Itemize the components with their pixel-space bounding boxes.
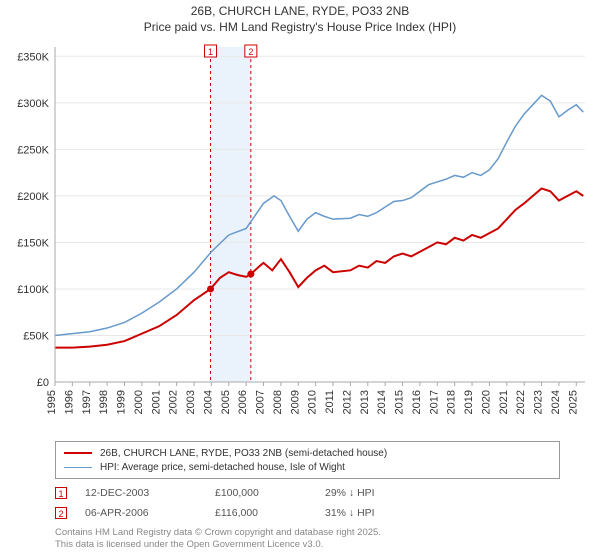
event-delta: 29% ↓ HPI <box>325 487 375 499</box>
event-price: £100,000 <box>215 487 325 499</box>
event-delta: 31% ↓ HPI <box>325 507 375 519</box>
svg-text:2024: 2024 <box>550 390 562 414</box>
event-row: 2 06-APR-2006 £116,000 31% ↓ HPI <box>55 503 560 523</box>
svg-text:1: 1 <box>208 47 213 57</box>
legend-item: 26B, CHURCH LANE, RYDE, PO33 2NB (semi-d… <box>64 446 551 460</box>
svg-text:1999: 1999 <box>116 390 128 414</box>
svg-text:2006: 2006 <box>237 390 249 414</box>
legend-item: HPI: Average price, semi-detached house,… <box>64 460 551 474</box>
svg-text:2007: 2007 <box>255 390 267 414</box>
svg-text:2000: 2000 <box>133 390 145 414</box>
svg-text:£350K: £350K <box>17 51 49 63</box>
svg-text:1997: 1997 <box>81 390 93 414</box>
legend-label: HPI: Average price, semi-detached house,… <box>100 462 345 473</box>
svg-text:2012: 2012 <box>341 390 353 414</box>
event-marker: 1 <box>55 487 67 499</box>
svg-text:2015: 2015 <box>394 390 406 414</box>
chart-svg: £0 £50K £100K £150K £200K £250K £300K £350K 1 2 19… <box>0 37 600 437</box>
svg-text:£300K: £300K <box>17 98 49 110</box>
svg-text:2003: 2003 <box>185 390 197 414</box>
event-marker: 2 <box>55 507 67 519</box>
title-line-1: 26B, CHURCH LANE, RYDE, PO33 2NB <box>0 4 600 20</box>
svg-text:2020: 2020 <box>480 390 492 414</box>
svg-text:2005: 2005 <box>220 390 232 414</box>
title-line-2: Price paid vs. HM Land Registry's House … <box>0 20 600 36</box>
svg-text:2023: 2023 <box>533 390 545 414</box>
svg-text:2009: 2009 <box>289 390 301 414</box>
svg-text:£200K: £200K <box>17 191 49 203</box>
svg-text:£250K: £250K <box>17 145 49 157</box>
svg-text:£100K: £100K <box>17 284 49 296</box>
svg-text:2001: 2001 <box>150 390 162 414</box>
svg-text:1998: 1998 <box>98 390 110 414</box>
footnote-line: Contains HM Land Registry data © Crown c… <box>55 527 560 538</box>
svg-text:2: 2 <box>248 47 253 57</box>
svg-text:2019: 2019 <box>463 390 475 414</box>
legend-label: 26B, CHURCH LANE, RYDE, PO33 2NB (semi-d… <box>100 448 387 459</box>
svg-text:2010: 2010 <box>307 390 319 414</box>
svg-text:2011: 2011 <box>324 390 336 414</box>
svg-text:2018: 2018 <box>446 390 458 414</box>
svg-text:2008: 2008 <box>272 390 284 414</box>
legend: 26B, CHURCH LANE, RYDE, PO33 2NB (semi-d… <box>55 441 560 479</box>
svg-text:2013: 2013 <box>359 390 371 414</box>
event-date: 12-DEC-2003 <box>85 487 215 499</box>
svg-text:2002: 2002 <box>168 390 180 414</box>
svg-text:2014: 2014 <box>376 390 388 414</box>
legend-swatch <box>64 452 92 454</box>
footnote-line: This data is licensed under the Open Gov… <box>55 539 560 550</box>
svg-text:2016: 2016 <box>411 390 423 414</box>
event-row: 1 12-DEC-2003 £100,000 29% ↓ HPI <box>55 483 560 503</box>
svg-text:2022: 2022 <box>515 390 527 414</box>
events-table: 1 12-DEC-2003 £100,000 29% ↓ HPI 2 06-AP… <box>55 483 560 523</box>
footnote: Contains HM Land Registry data © Crown c… <box>55 527 560 550</box>
event-price: £116,000 <box>215 507 325 519</box>
chart-container: 26B, CHURCH LANE, RYDE, PO33 2NB Price p… <box>0 0 600 560</box>
event-date: 06-APR-2006 <box>85 507 215 519</box>
svg-text:2017: 2017 <box>428 390 440 414</box>
svg-text:2021: 2021 <box>498 390 510 414</box>
legend-swatch <box>64 467 92 468</box>
svg-text:1995: 1995 <box>46 390 58 414</box>
svg-text:£150K: £150K <box>17 238 49 250</box>
svg-text:£0: £0 <box>37 377 49 389</box>
svg-text:£50K: £50K <box>23 331 49 343</box>
chart-plot-area: £0 £50K £100K £150K £200K £250K £300K £350K 1 2 19… <box>0 37 600 437</box>
svg-text:2025: 2025 <box>567 390 579 414</box>
chart-title: 26B, CHURCH LANE, RYDE, PO33 2NB Price p… <box>0 0 600 37</box>
svg-text:1996: 1996 <box>63 390 75 414</box>
svg-text:2004: 2004 <box>202 390 214 414</box>
